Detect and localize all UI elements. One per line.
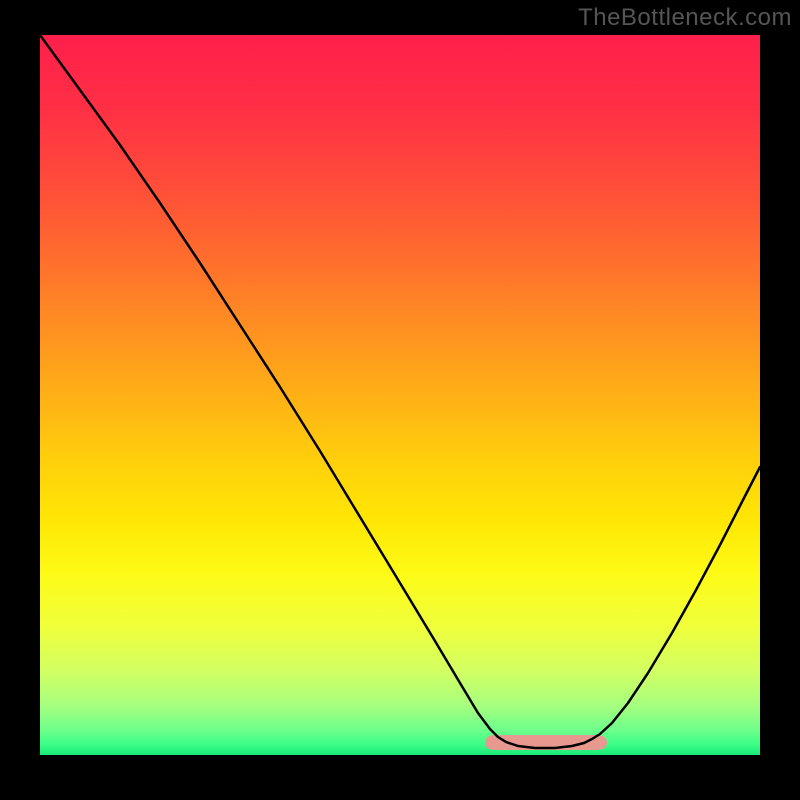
chart-container: TheBottleneck.com: [0, 0, 800, 800]
plot-area: [40, 35, 760, 755]
watermark-label: TheBottleneck.com: [578, 4, 792, 32]
bottleneck-curve: [40, 35, 760, 755]
curve-line: [40, 35, 760, 748]
